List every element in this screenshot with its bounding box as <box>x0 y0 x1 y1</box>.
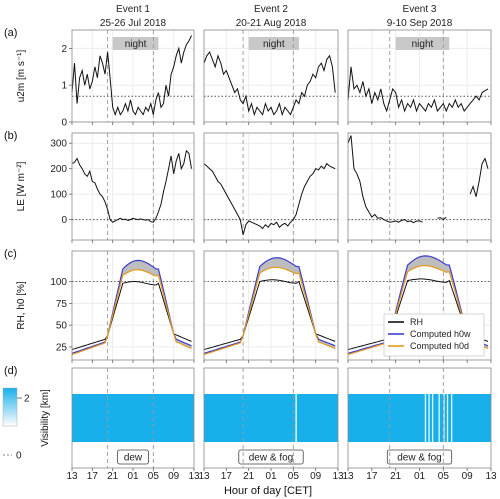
event-date: 9-10 Sep 2018 <box>387 18 453 29</box>
y-tick-label: 100 <box>50 277 67 288</box>
night-label: night <box>263 39 285 50</box>
event-phenomenon-label: dew & fog <box>397 453 441 464</box>
panel-labels: (a) u2m [m s⁻¹] (b) LE [W m⁻²] (c) RH, h0 [%]… <box>4 27 51 447</box>
x-tick-label: 09 <box>168 471 180 482</box>
x-tick-label: 05 <box>438 471 450 482</box>
event-phenomenon-label: dew & fog <box>249 453 293 464</box>
visibility-band <box>72 394 194 442</box>
latent-heat-line <box>469 157 489 197</box>
x-tick-label: 01 <box>265 471 277 482</box>
wind-speed-line <box>71 35 192 117</box>
colorbar-tick-label: 2 <box>24 394 30 405</box>
y-axis-label: u2m [m s⁻¹] <box>16 50 27 103</box>
colorbar-strip <box>2 387 18 427</box>
x-tick-label: 05 <box>288 471 300 482</box>
event-title: Event 2 <box>254 4 288 15</box>
x-axis-label: Hour of day [CET] <box>224 485 312 497</box>
colorbar: 20 <box>2 387 30 462</box>
subplot: 0 100 200 300 <box>50 132 195 243</box>
event-headers: Event 1 25-26 Jul 2018 Event 2 20-21 Aug 20… <box>100 4 453 29</box>
x-tick-label: 09 <box>462 471 474 482</box>
night-label: night <box>412 39 434 50</box>
visibility-band <box>348 394 491 442</box>
h0d-line <box>71 269 192 356</box>
event-title: Event 3 <box>403 4 437 15</box>
label-box <box>238 449 304 465</box>
panel-letter: (a) <box>4 27 17 39</box>
h0d-line <box>203 266 336 356</box>
event-date: 20-21 Aug 2018 <box>236 18 307 29</box>
x-tick-label: 13 <box>198 471 210 482</box>
x-tick-label: 09 <box>310 471 322 482</box>
x-tick-label: 17 <box>87 471 99 482</box>
latent-heat-line <box>347 135 423 224</box>
latent-heat-line <box>203 162 336 236</box>
subplot: dew & fog 13 17 21 01 05 09 13 <box>198 367 344 482</box>
y-tick-label: 100 <box>50 190 67 201</box>
x-tick-label: 13 <box>342 471 354 482</box>
subplot <box>203 250 339 363</box>
subplot <box>347 132 492 243</box>
x-tick-label: 01 <box>127 471 139 482</box>
x-tick-label: 17 <box>221 471 233 482</box>
x-tick-label: 05 <box>148 471 160 482</box>
night-bar <box>395 37 450 50</box>
subplot: night <box>347 29 492 125</box>
latent-heat-line <box>71 149 192 223</box>
subplot: dew & fog 13 17 21 01 05 09 13 <box>342 367 497 482</box>
x-tick-label: 13 <box>485 471 497 482</box>
night-bar <box>112 37 159 50</box>
legend-entry: Computed h0w <box>410 329 471 339</box>
y-tick-label: 0 <box>61 118 67 129</box>
y-tick-label: 2 <box>61 44 67 55</box>
label-box <box>117 449 149 465</box>
x-tick-label: 13 <box>332 471 344 482</box>
visibility-band <box>204 394 338 442</box>
panel-letter: (c) <box>4 248 17 260</box>
wind-speed-line <box>203 51 336 117</box>
event-title: Event 1 <box>116 4 150 15</box>
subplot: night <box>203 29 339 125</box>
panel-letter: (b) <box>4 130 17 142</box>
colorbar-tick-label: 0 <box>16 451 22 462</box>
panel-letter: (d) <box>4 365 17 377</box>
subplot: RH Computed h0w Computed h0d <box>347 250 492 363</box>
event-date: 25-26 Jul 2018 <box>100 18 167 29</box>
legend-box <box>383 313 485 357</box>
wind-speed-line <box>347 66 489 113</box>
night-label: night <box>125 39 147 50</box>
subplot: dew 13 17 21 01 05 09 13 <box>66 367 200 482</box>
legend-entry: RH <box>410 317 423 327</box>
y-tick-label: 50 <box>56 321 68 332</box>
x-tick-label: 13 <box>66 471 78 482</box>
y-axis-label: Visibility [km] <box>40 389 51 447</box>
subplot: 25 50 75 100 <box>50 250 195 363</box>
y-tick-label: 0 <box>61 215 67 226</box>
label-box <box>386 449 453 465</box>
latent-heat-line <box>437 216 447 221</box>
x-tick-label: 01 <box>414 471 426 482</box>
legend-entry: Computed h0d <box>410 341 469 351</box>
x-tick-label: 21 <box>107 471 119 482</box>
y-tick-label: 25 <box>56 342 68 353</box>
night-bar <box>248 37 299 50</box>
y-axis-label: LE [W m⁻²] <box>16 161 27 211</box>
y-tick-label: 200 <box>50 164 67 175</box>
x-tick-label: 21 <box>243 471 255 482</box>
y-tick-label: 75 <box>56 299 68 310</box>
subplot: night 0 1 2 <box>61 29 195 129</box>
event-phenomenon-label: dew <box>124 453 143 464</box>
y-tick-label: 1 <box>61 81 67 92</box>
x-tick-label: 21 <box>390 471 402 482</box>
y-axis-label: RH, h0 [%] <box>16 281 27 330</box>
x-tick-label: 13 <box>188 471 200 482</box>
y-tick-label: 300 <box>50 139 67 150</box>
x-tick-label: 17 <box>366 471 378 482</box>
subplot <box>203 132 339 243</box>
